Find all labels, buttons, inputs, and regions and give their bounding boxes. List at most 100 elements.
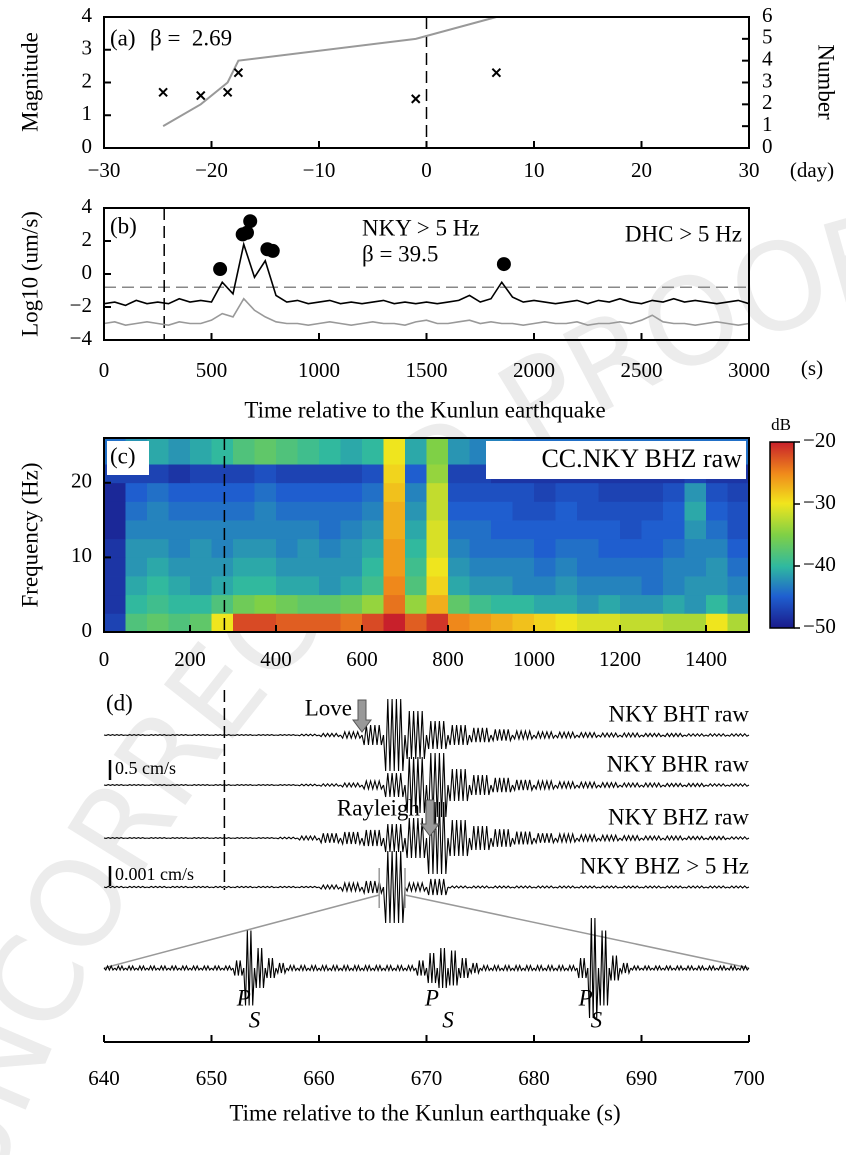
heatmap-cell bbox=[276, 538, 298, 558]
heatmap-cell bbox=[254, 438, 277, 465]
zoom-segment bbox=[189, 964, 202, 972]
heatmap-cell bbox=[168, 557, 191, 577]
y-tick-label: 2 bbox=[762, 90, 773, 114]
trace-segment bbox=[275, 734, 298, 736]
heatmap-cell bbox=[297, 557, 320, 577]
heatmap-cell bbox=[147, 538, 169, 558]
heatmap-cell bbox=[233, 538, 255, 558]
heatmap-cell bbox=[233, 594, 255, 614]
heatmap-cell bbox=[448, 557, 470, 577]
heatmap-cell bbox=[254, 538, 277, 558]
trace-segment bbox=[705, 835, 728, 841]
x-tick-label: −20 bbox=[195, 158, 228, 182]
heatmap-cell bbox=[190, 464, 212, 484]
heatmap-cell bbox=[104, 613, 126, 633]
heatmap-cell bbox=[168, 594, 191, 614]
heatmap-cell bbox=[620, 557, 642, 577]
y-tick-label: 10 bbox=[71, 543, 92, 567]
heatmap-cell bbox=[641, 576, 664, 596]
heatmap-cell bbox=[512, 501, 535, 521]
heatmap-cell bbox=[491, 594, 513, 614]
heatmap-cell bbox=[297, 464, 320, 484]
heatmap-cell bbox=[555, 520, 578, 540]
heatmap-cell bbox=[297, 613, 320, 633]
trace-segment bbox=[297, 885, 320, 889]
colorbar-tick-label: −20 bbox=[803, 428, 836, 452]
heatmap-cell bbox=[491, 482, 513, 502]
trace-segment bbox=[490, 885, 513, 889]
heatmap-cell bbox=[319, 576, 341, 596]
heatmap-cell bbox=[104, 501, 126, 521]
heatmap-cell bbox=[362, 538, 384, 558]
heatmap-cell bbox=[405, 464, 427, 484]
x-tick-label: 1000 bbox=[298, 358, 340, 382]
heatmap-cell bbox=[362, 613, 384, 633]
trace-segment bbox=[576, 731, 599, 739]
zoom-segment bbox=[372, 963, 384, 973]
zoom-segment bbox=[565, 963, 578, 973]
trace-segment bbox=[340, 880, 363, 894]
event-dot bbox=[265, 243, 280, 258]
heatmap-cell bbox=[190, 520, 212, 540]
heatmap-cell bbox=[620, 482, 642, 502]
heatmap-cell bbox=[448, 520, 470, 540]
heatmap-cell bbox=[620, 576, 642, 596]
zoom-segment bbox=[232, 960, 245, 976]
trace-segment bbox=[512, 728, 535, 742]
heatmap-cell bbox=[448, 538, 470, 558]
y-tick-label: 4 bbox=[82, 3, 93, 27]
heatmap-cell bbox=[727, 613, 750, 633]
x-tick-label: 700 bbox=[733, 1066, 765, 1090]
heatmap-cell bbox=[147, 438, 169, 465]
y-tick-label: 0 bbox=[82, 134, 93, 158]
zoom-segment bbox=[479, 963, 492, 973]
trace-segment bbox=[189, 837, 212, 839]
heatmap-cell bbox=[297, 520, 320, 540]
heatmap-cell bbox=[211, 464, 234, 484]
label-box bbox=[107, 441, 149, 475]
heatmap-cell bbox=[340, 538, 363, 558]
trace-segment bbox=[727, 835, 750, 841]
trace-segment bbox=[490, 729, 514, 743]
heatmap-cell bbox=[469, 501, 492, 521]
heatmap-cell bbox=[211, 576, 234, 596]
heatmap-cell bbox=[319, 613, 341, 633]
heatmap-cell bbox=[340, 613, 363, 633]
heatmap-cell bbox=[340, 438, 363, 465]
zoom-segment bbox=[684, 964, 696, 972]
trace-segment bbox=[211, 885, 234, 889]
heatmap-cell bbox=[555, 538, 578, 558]
trace-segment bbox=[684, 732, 707, 738]
series-line bbox=[103, 297, 750, 326]
heatmap-cell bbox=[319, 538, 341, 558]
heatmap-cell bbox=[426, 464, 449, 484]
phase-pick: S bbox=[249, 1007, 261, 1032]
heatmap-cell bbox=[426, 538, 449, 558]
zoom-segment bbox=[694, 964, 707, 972]
zoom-segment bbox=[211, 964, 223, 972]
trace-label: NKY BHZ > 5 Hz bbox=[580, 853, 749, 878]
trace-segment bbox=[533, 730, 556, 740]
heatmap-cell bbox=[147, 613, 169, 633]
trace-segment bbox=[361, 724, 385, 746]
x-tick-label: 10 bbox=[524, 158, 545, 182]
heatmap-cell bbox=[405, 438, 427, 465]
arrow-label: Love bbox=[305, 695, 352, 720]
trace-segment bbox=[468, 774, 492, 796]
zoom-segment bbox=[716, 964, 728, 972]
heatmap-cell bbox=[211, 538, 234, 558]
zoom-segment bbox=[125, 964, 137, 972]
heatmap-cell bbox=[190, 557, 212, 577]
trace-segment bbox=[103, 885, 126, 889]
heatmap-cell bbox=[319, 557, 341, 577]
zoom-segment bbox=[350, 963, 363, 973]
colorbar-tick-label: −40 bbox=[803, 552, 836, 576]
zoom-segment bbox=[544, 963, 556, 973]
trace-segment bbox=[146, 734, 169, 736]
heatmap-cell bbox=[383, 557, 406, 577]
zoom-segment bbox=[383, 963, 395, 973]
x-tick-label: 3000 bbox=[728, 358, 770, 382]
trace-segment bbox=[469, 885, 492, 889]
zoom-segment bbox=[157, 964, 169, 972]
colorbar-tick-label: −50 bbox=[803, 614, 836, 638]
